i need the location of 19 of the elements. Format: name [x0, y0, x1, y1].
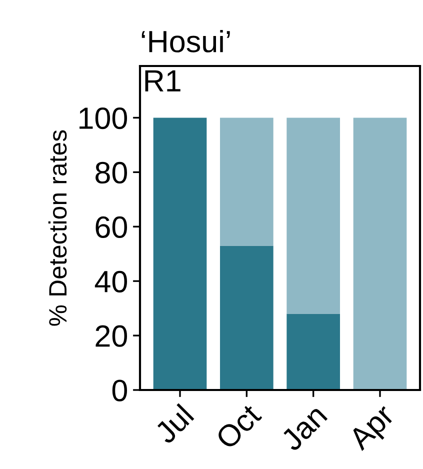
y-tick-label: 60 [96, 216, 128, 238]
y-tick-label: 100 [80, 107, 128, 130]
y-tick-label: 40 [94, 270, 128, 292]
bar [220, 246, 274, 390]
bar [220, 118, 274, 246]
chart-title: ‘Hosui’ [142, 30, 230, 52]
x-tick-label: Oct [214, 402, 262, 450]
x-tick-label: Jan [280, 404, 328, 452]
y-tick-label: 80 [96, 162, 128, 184]
bar [286, 118, 340, 314]
x-tick-label: Jul [152, 403, 194, 445]
bar [286, 314, 340, 390]
x-tick-label: Apr [347, 402, 400, 456]
y-axis-title: % Detection rates [48, 130, 67, 326]
y-tick-label: 0 [112, 380, 127, 402]
annotation: R1 [145, 70, 180, 92]
bar [153, 118, 207, 390]
bar [353, 118, 407, 390]
y-tick-label: 20 [96, 325, 128, 347]
